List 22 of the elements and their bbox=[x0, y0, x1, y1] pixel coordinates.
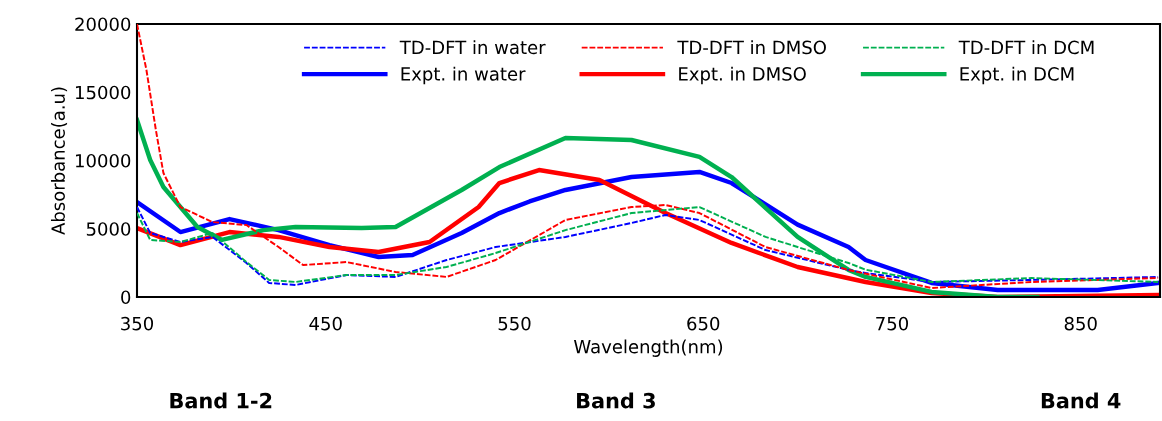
x-tick-label: 650 bbox=[687, 316, 720, 331]
x-tick-label: 850 bbox=[1064, 316, 1097, 331]
x-axis-title: Wavelength(nm) bbox=[573, 339, 723, 357]
legend-label: TD-DFT in DCM bbox=[958, 40, 1094, 55]
y-tick-label: 0 bbox=[121, 290, 131, 305]
y-tick-label: 15000 bbox=[75, 85, 131, 100]
x-tick-label: 750 bbox=[876, 316, 909, 331]
y-tick-label: 20000 bbox=[75, 17, 131, 32]
legend-label: TD-DFT in water bbox=[399, 40, 546, 55]
text: Band 4 bbox=[1041, 392, 1121, 409]
legend-label: Expt. in DMSO bbox=[679, 66, 806, 85]
y-tick-label: 10000 bbox=[75, 153, 131, 168]
x-tick-label: 350 bbox=[121, 316, 154, 331]
text: Band 3 bbox=[577, 392, 655, 409]
x-tick-label: 550 bbox=[498, 316, 531, 331]
text: Band 1-2 bbox=[170, 392, 272, 409]
y-axis-title: Absorbance(a.u) bbox=[50, 87, 68, 235]
x-tick-label: 450 bbox=[309, 316, 342, 331]
y-tick-label: 5000 bbox=[86, 222, 131, 236]
legend-label: Expt. in water bbox=[401, 66, 526, 85]
legend-label: Expt. in DCM bbox=[960, 66, 1074, 85]
legend-label: TD-DFT in DMSO bbox=[677, 40, 826, 55]
